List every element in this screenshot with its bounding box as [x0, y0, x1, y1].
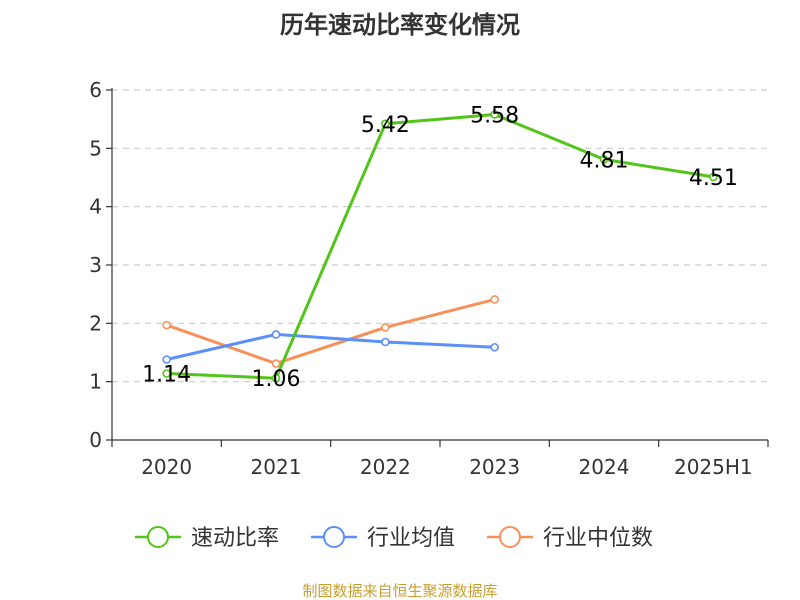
chart-title: 历年速动比率变化情况: [280, 11, 520, 39]
point-s0-2020: [162, 369, 171, 378]
data-label-2025H1: 4.51: [689, 166, 738, 191]
series-line-0: [166, 113, 714, 380]
x-tick-label-2025H1: 2025H1: [674, 455, 753, 479]
point-s0-2024: [599, 155, 609, 164]
data-labels: 1.14 1.06 5.42 5.58 4.81 4.51: [142, 104, 738, 393]
point-s0-2021: [271, 373, 281, 383]
x-tick-label-2021: 2021: [251, 455, 302, 479]
y-tick-label-6: 6: [89, 78, 102, 102]
point-s1-2021: [271, 330, 281, 339]
point-s2-2022: [381, 323, 390, 332]
axes: 0 1 2 3 4 5 6 2020 2021 2022 2023 2024 2025H1: [89, 78, 769, 479]
y-tick-label-0: 0: [89, 428, 102, 452]
point-s1-2022: [381, 337, 390, 347]
x-tick-label-2024: 2024: [579, 455, 630, 479]
legend-marker-2: [499, 526, 521, 548]
point-s2-2021: [271, 359, 281, 368]
y-tick-label-1: 1: [89, 370, 102, 394]
legend-label-0: 速动比率: [191, 526, 279, 551]
legend-label-1: 行业均值: [367, 526, 455, 551]
point-s0-2025H1: [709, 172, 718, 182]
legend-marker-1: [323, 526, 345, 548]
point-s0-2022: [381, 119, 390, 129]
x-tick-label-2020: 2020: [141, 455, 192, 479]
gridlines: [112, 89, 768, 383]
point-s1-2023: [490, 342, 499, 352]
data-label-2023: 5.58: [470, 104, 519, 129]
series-line-1: [166, 332, 495, 361]
series-layer: [162, 110, 718, 383]
source-note: 制图数据来自恒生聚源数据库: [302, 582, 497, 600]
y-tick-label-2: 2: [89, 311, 102, 335]
legend-label-2: 行业中位数: [543, 526, 653, 551]
point-s2-2023: [490, 295, 499, 304]
x-tick-label-2022: 2022: [360, 455, 411, 479]
data-label-2022: 5.42: [361, 113, 410, 138]
legend: 速动比率 行业均值 行业中位数: [135, 526, 653, 551]
data-label-2024: 4.81: [580, 148, 629, 173]
legend-marker-0: [147, 526, 169, 548]
point-s0-2023: [490, 110, 499, 119]
point-s2-2020: [162, 320, 171, 330]
y-tick-label-5: 5: [89, 136, 102, 160]
x-tick-label-2023: 2023: [469, 455, 520, 479]
data-label-2020: 1.14: [142, 363, 191, 388]
y-tick-label-3: 3: [89, 253, 102, 277]
series-line-2: [166, 297, 496, 366]
data-label-2021: 1.06: [252, 367, 301, 392]
point-s1-2020: [162, 355, 171, 364]
y-tick-label-4: 4: [89, 195, 102, 219]
